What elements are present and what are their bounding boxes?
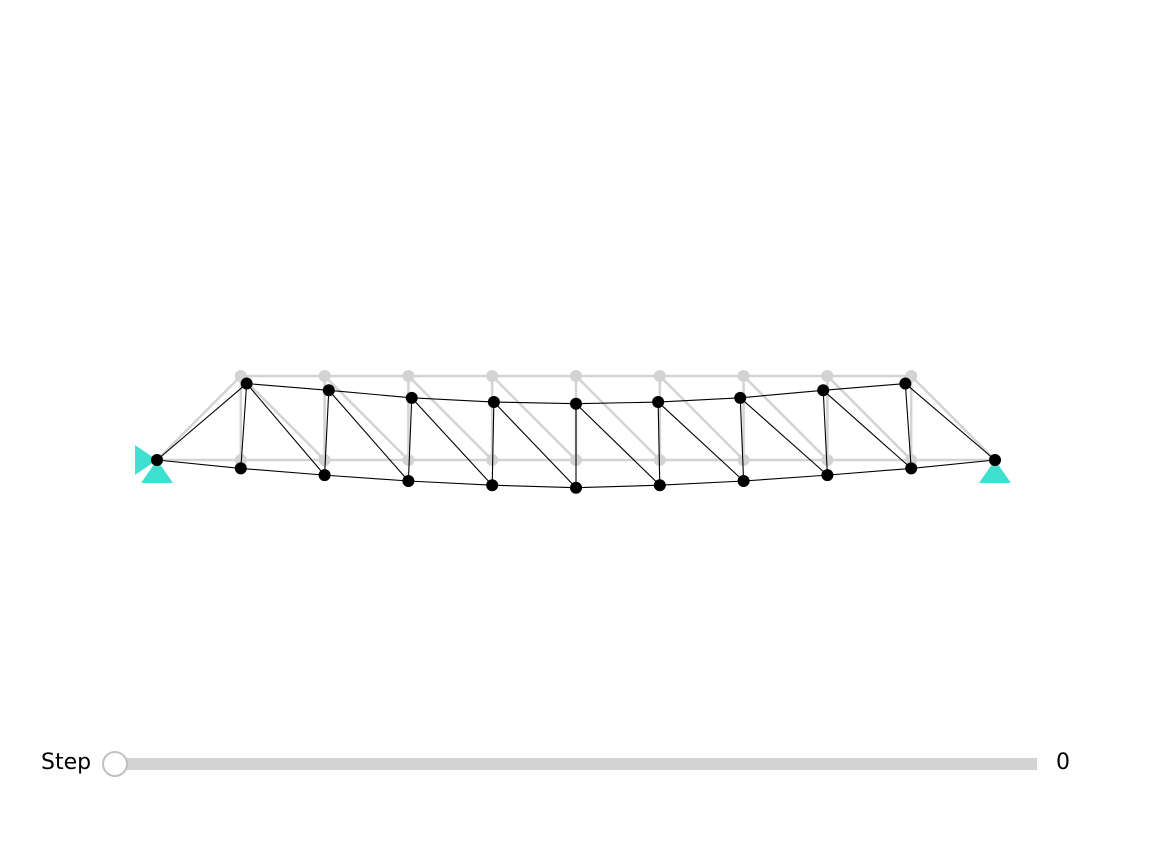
undeformed-member — [239, 375, 326, 461]
deformed-node — [322, 384, 335, 397]
deformed-member — [328, 389, 412, 399]
deformed-member — [156, 459, 241, 469]
undeformed-node — [402, 370, 415, 382]
undeformed-member — [575, 375, 661, 461]
deformed-node — [487, 396, 500, 409]
undeformed-member — [742, 375, 829, 461]
deformed-member — [657, 401, 744, 482]
undeformed-member — [491, 375, 577, 461]
deformed-node — [905, 462, 918, 475]
deformed-node — [899, 377, 912, 390]
deformed-node — [234, 462, 247, 475]
deformed-node — [652, 396, 665, 409]
undeformed-node — [318, 454, 331, 466]
undeformed-member — [323, 375, 410, 461]
deformed-member — [657, 402, 661, 486]
deformed-member — [324, 474, 409, 482]
undeformed-member — [826, 375, 913, 461]
roller-support-icon — [979, 460, 1011, 483]
undeformed-member — [407, 375, 494, 461]
deformed-member — [493, 401, 577, 405]
undeformed-node — [737, 454, 750, 466]
deformed-node — [734, 391, 747, 404]
deformed-node — [653, 479, 666, 492]
deformed-member — [827, 467, 912, 476]
undeformed-node — [570, 370, 582, 382]
deformed-node — [240, 377, 253, 390]
deformed-member — [822, 390, 828, 476]
undeformed-node — [653, 370, 666, 382]
deformed-member — [240, 383, 248, 469]
step-slider-track[interactable] — [115, 758, 1037, 770]
horizontal-support-icon — [135, 445, 157, 475]
supports — [135, 445, 1011, 483]
deformed-member — [739, 397, 828, 476]
deformed-member — [246, 383, 329, 391]
deformed-truss — [151, 377, 1001, 494]
deformed-member — [658, 397, 741, 403]
deformed-node — [402, 475, 415, 487]
deformed-member — [575, 484, 660, 489]
deformed-member — [156, 383, 248, 461]
deformed-member — [491, 402, 495, 486]
deformed-member — [407, 397, 413, 482]
deformed-member — [408, 480, 493, 486]
deformed-member — [822, 389, 912, 469]
deformed-node — [318, 469, 331, 482]
deformed-member — [492, 484, 577, 489]
deformed-member — [411, 397, 494, 403]
undeformed-member — [658, 375, 745, 461]
deformed-member — [904, 383, 996, 461]
undeformed-node — [486, 370, 499, 382]
undeformed-member — [910, 375, 996, 461]
deformed-node — [821, 469, 834, 482]
deformed-member — [411, 397, 493, 486]
deformed-member — [493, 401, 577, 489]
deformed-member — [740, 389, 824, 399]
undeformed-node — [821, 454, 834, 466]
undeformed-member — [156, 375, 242, 461]
deformed-node — [817, 384, 830, 397]
undeformed-node — [402, 454, 415, 466]
deformed-member — [659, 480, 744, 486]
deformed-member — [246, 383, 326, 476]
deformed-node — [989, 454, 1001, 466]
deformed-member — [739, 397, 745, 482]
step-slider-label: Step — [41, 750, 92, 775]
undeformed-node — [737, 370, 750, 382]
undeformed-node — [234, 454, 247, 466]
deformed-node — [570, 481, 582, 494]
deformed-node — [405, 391, 418, 404]
deformed-node — [486, 479, 499, 492]
deformed-member — [575, 403, 661, 486]
step-slider-handle[interactable] — [102, 751, 128, 777]
step-slider-value: 0 — [1056, 750, 1070, 775]
deformed-member — [575, 401, 659, 405]
undeformed-node — [821, 370, 834, 382]
undeformed-node — [905, 454, 918, 466]
deformed-member — [324, 390, 330, 476]
deformed-member — [911, 459, 996, 469]
deformed-member — [328, 389, 409, 482]
undeformed-node — [318, 370, 331, 382]
pin-support-icon — [141, 460, 173, 483]
deformed-node — [570, 397, 582, 410]
deformed-node — [151, 454, 163, 466]
deformed-node — [737, 475, 750, 487]
deformed-member — [240, 467, 325, 476]
deformed-member — [823, 383, 906, 391]
deformed-member — [743, 474, 828, 482]
deformed-member — [904, 383, 912, 469]
